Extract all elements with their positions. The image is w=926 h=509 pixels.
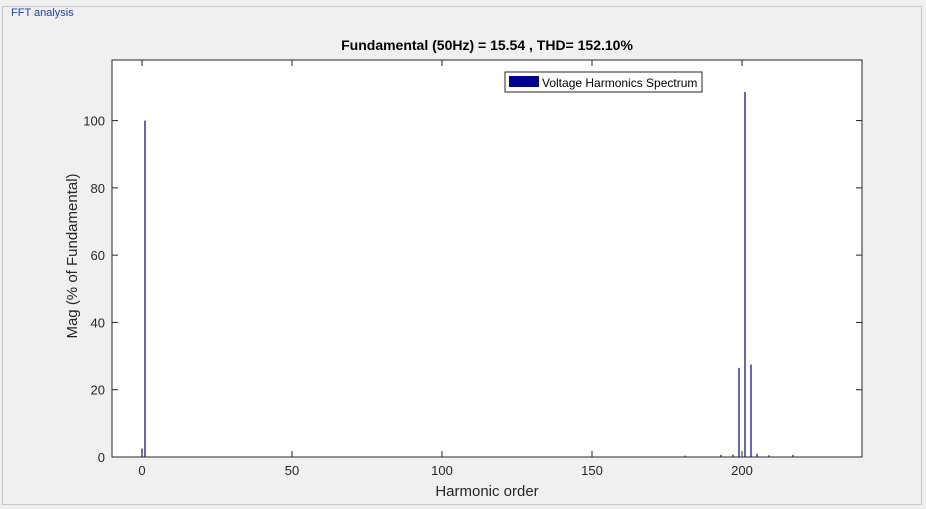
- bar: [768, 455, 770, 457]
- legend-swatch: [509, 76, 539, 87]
- x-axis-label: Harmonic order: [435, 483, 538, 500]
- y-tick-label: 80: [91, 181, 105, 196]
- x-tick-label: 200: [731, 463, 753, 478]
- y-tick-label: 40: [91, 315, 105, 330]
- bar: [750, 364, 752, 457]
- bar: [792, 454, 794, 457]
- legend-label: Voltage Harmonics Spectrum: [542, 76, 697, 90]
- bar: [144, 120, 146, 457]
- y-tick-label: 100: [83, 114, 105, 129]
- chart-title: Fundamental (50Hz) = 15.54 , THD= 152.10…: [341, 37, 633, 53]
- bar: [738, 367, 740, 457]
- y-axis-label: Mag (% of Fundamental): [64, 173, 81, 338]
- fft-analysis-panel: FFT analysis: [2, 6, 922, 505]
- legend-box: [504, 71, 703, 93]
- bar: [756, 453, 758, 457]
- x-tick-label: 150: [581, 463, 603, 478]
- bar: [732, 454, 734, 457]
- x-tick-label: 100: [431, 463, 453, 478]
- panel-title: FFT analysis: [9, 7, 76, 19]
- y-tick-label: 0: [98, 450, 105, 465]
- x-tick-label: 50: [285, 463, 299, 478]
- bar: [684, 455, 686, 457]
- bar: [720, 454, 722, 457]
- axes-box: [111, 59, 863, 458]
- x-tick-label: 0: [138, 463, 145, 478]
- y-tick-label: 60: [91, 248, 105, 263]
- legend: Voltage Harmonics Spectrum: [504, 71, 703, 93]
- bar: [744, 91, 746, 458]
- plot-area: [112, 60, 862, 457]
- y-tick-label: 20: [91, 383, 105, 398]
